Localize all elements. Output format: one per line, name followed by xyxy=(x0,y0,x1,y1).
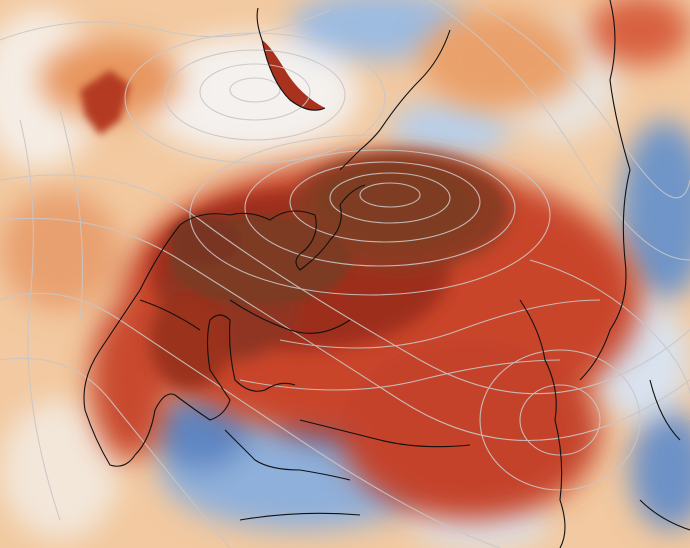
coastlines xyxy=(83,0,690,548)
svalbard xyxy=(80,70,130,135)
novaya-zemlya xyxy=(262,40,325,111)
